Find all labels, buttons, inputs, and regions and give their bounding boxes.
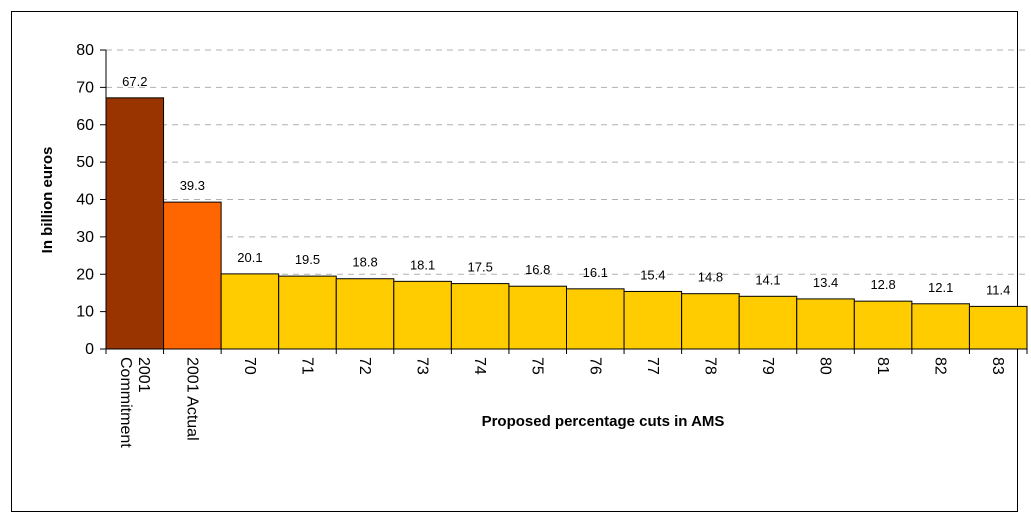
- y-tick-label: 70: [76, 79, 94, 96]
- bar: [623, 290, 683, 350]
- x-category-label-line: 74: [471, 357, 488, 375]
- data-label: 12.8: [870, 277, 895, 292]
- data-label: 18.8: [352, 255, 377, 270]
- data-label: 67.2: [122, 74, 147, 89]
- x-category-label: 75: [529, 357, 546, 375]
- x-category-label-line: 73: [414, 357, 431, 375]
- x-category-label-line: 76: [586, 357, 603, 375]
- x-category-label: 79: [759, 357, 776, 375]
- x-category-label-line: 2001 Actual: [183, 357, 200, 441]
- x-category-label: 83: [989, 357, 1006, 375]
- x-category-label: 80: [817, 357, 834, 375]
- y-tick-label: 30: [76, 229, 94, 246]
- axes: [100, 49, 1028, 354]
- data-label: 19.5: [295, 252, 320, 267]
- x-category-label-line: 82: [932, 357, 949, 375]
- data-label: 12.1: [928, 280, 953, 295]
- data-label: 13.4: [813, 275, 838, 290]
- y-tick-labels: 0 10 20 30 40 50 60 70 80: [76, 42, 94, 358]
- x-category-label-line: 81: [874, 357, 891, 375]
- x-category-label-line: 72: [356, 357, 373, 375]
- x-category-label: 81: [874, 357, 891, 375]
- bar: [911, 303, 970, 350]
- bar: [508, 285, 567, 350]
- bar: [681, 293, 740, 350]
- data-label: 17.5: [468, 260, 493, 275]
- y-tick-label: 50: [76, 154, 94, 171]
- bar: [450, 283, 510, 350]
- bar: [278, 275, 337, 350]
- data-label: 16.1: [583, 265, 608, 280]
- bar: [220, 273, 280, 350]
- y-tick-label: 40: [76, 192, 94, 209]
- data-label: 39.3: [180, 178, 205, 193]
- x-category-label: 76: [586, 357, 603, 375]
- bar: [738, 295, 798, 350]
- bar: [105, 97, 165, 350]
- x-category-label: 71: [298, 357, 315, 375]
- bar: [163, 201, 222, 350]
- bar: [335, 278, 395, 350]
- bar: [853, 300, 913, 350]
- x-category-label: 72: [356, 357, 373, 375]
- data-label: 14.8: [698, 270, 723, 285]
- x-category-label: 82: [932, 357, 949, 375]
- x-category-label-line: 78: [701, 357, 718, 375]
- x-category-label: 74: [471, 357, 488, 375]
- x-category-label-line: 71: [298, 357, 315, 375]
- y-tick-label: 80: [76, 42, 94, 59]
- x-category-label-line: 77: [644, 357, 661, 375]
- bar: [393, 280, 452, 350]
- x-category-label: 70: [241, 357, 258, 375]
- bar: [968, 305, 1028, 350]
- x-category-label-line: 79: [759, 357, 776, 375]
- x-category-label-line: 80: [817, 357, 834, 375]
- gridlines: [106, 49, 1027, 313]
- x-category-label: 77: [644, 357, 661, 375]
- y-tick-label: 0: [85, 341, 94, 358]
- y-axis-title: In billion euros: [39, 147, 56, 254]
- x-category-label-line: 70: [241, 357, 258, 375]
- data-label: 11.4: [986, 282, 1010, 297]
- x-category-label-line: 2001: [135, 357, 152, 393]
- x-category-label-line: 83: [989, 357, 1006, 375]
- y-tick-label: 60: [76, 117, 94, 134]
- data-label: 18.1: [410, 257, 435, 272]
- x-category-label: 73: [414, 357, 431, 375]
- x-category-label: 2001 Actual: [183, 357, 200, 441]
- data-label: 15.4: [640, 267, 665, 282]
- bar: [796, 298, 855, 350]
- x-category-label-line: 75: [529, 357, 546, 375]
- x-axis-title: Proposed percentage cuts in AMS: [482, 413, 725, 430]
- data-label: 14.1: [755, 272, 780, 287]
- bars: [105, 97, 1028, 350]
- data-labels: 67.2 39.3 20.1 19.5 18.8 18.1 17.5 16.8 16.1 15.4…: [122, 74, 1010, 298]
- bar: [566, 288, 625, 350]
- y-tick-label: 10: [76, 304, 94, 321]
- x-category-label: 78: [701, 357, 718, 375]
- x-category-label-line: Commitment: [117, 357, 134, 448]
- y-tick-label: 20: [76, 266, 94, 283]
- data-label: 16.8: [525, 262, 550, 277]
- data-label: 20.1: [237, 250, 262, 265]
